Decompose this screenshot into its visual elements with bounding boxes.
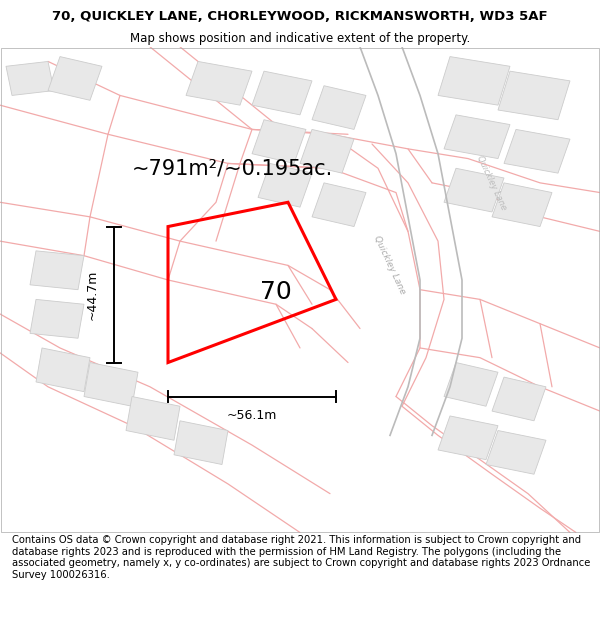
Polygon shape xyxy=(36,348,90,392)
Text: Map shows position and indicative extent of the property.: Map shows position and indicative extent… xyxy=(130,32,470,45)
Polygon shape xyxy=(126,396,180,440)
Polygon shape xyxy=(492,377,546,421)
Text: 70: 70 xyxy=(260,280,292,304)
Polygon shape xyxy=(6,61,54,96)
Polygon shape xyxy=(252,71,312,115)
Polygon shape xyxy=(30,299,84,338)
Polygon shape xyxy=(252,120,306,163)
Polygon shape xyxy=(186,61,252,105)
Polygon shape xyxy=(48,57,102,100)
Polygon shape xyxy=(498,71,570,120)
Polygon shape xyxy=(444,168,504,212)
Polygon shape xyxy=(300,129,354,173)
Text: 70, QUICKLEY LANE, CHORLEYWOOD, RICKMANSWORTH, WD3 5AF: 70, QUICKLEY LANE, CHORLEYWOOD, RICKMANS… xyxy=(52,10,548,23)
Text: Quickley Lane: Quickley Lane xyxy=(475,154,509,211)
Polygon shape xyxy=(84,362,138,406)
Text: Quickley Lane: Quickley Lane xyxy=(373,234,407,296)
Polygon shape xyxy=(30,251,84,290)
Polygon shape xyxy=(486,431,546,474)
Polygon shape xyxy=(312,183,366,226)
Polygon shape xyxy=(312,86,366,129)
Polygon shape xyxy=(444,115,510,159)
Polygon shape xyxy=(504,129,570,173)
Text: ~791m²/~0.195ac.: ~791m²/~0.195ac. xyxy=(132,158,333,178)
Polygon shape xyxy=(438,416,498,459)
Polygon shape xyxy=(174,421,228,464)
Text: ~44.7m: ~44.7m xyxy=(86,269,99,320)
Polygon shape xyxy=(258,163,312,207)
Text: Contains OS data © Crown copyright and database right 2021. This information is : Contains OS data © Crown copyright and d… xyxy=(12,535,590,580)
Polygon shape xyxy=(492,183,552,226)
Polygon shape xyxy=(444,362,498,406)
Polygon shape xyxy=(438,57,510,105)
Text: ~56.1m: ~56.1m xyxy=(227,409,277,422)
